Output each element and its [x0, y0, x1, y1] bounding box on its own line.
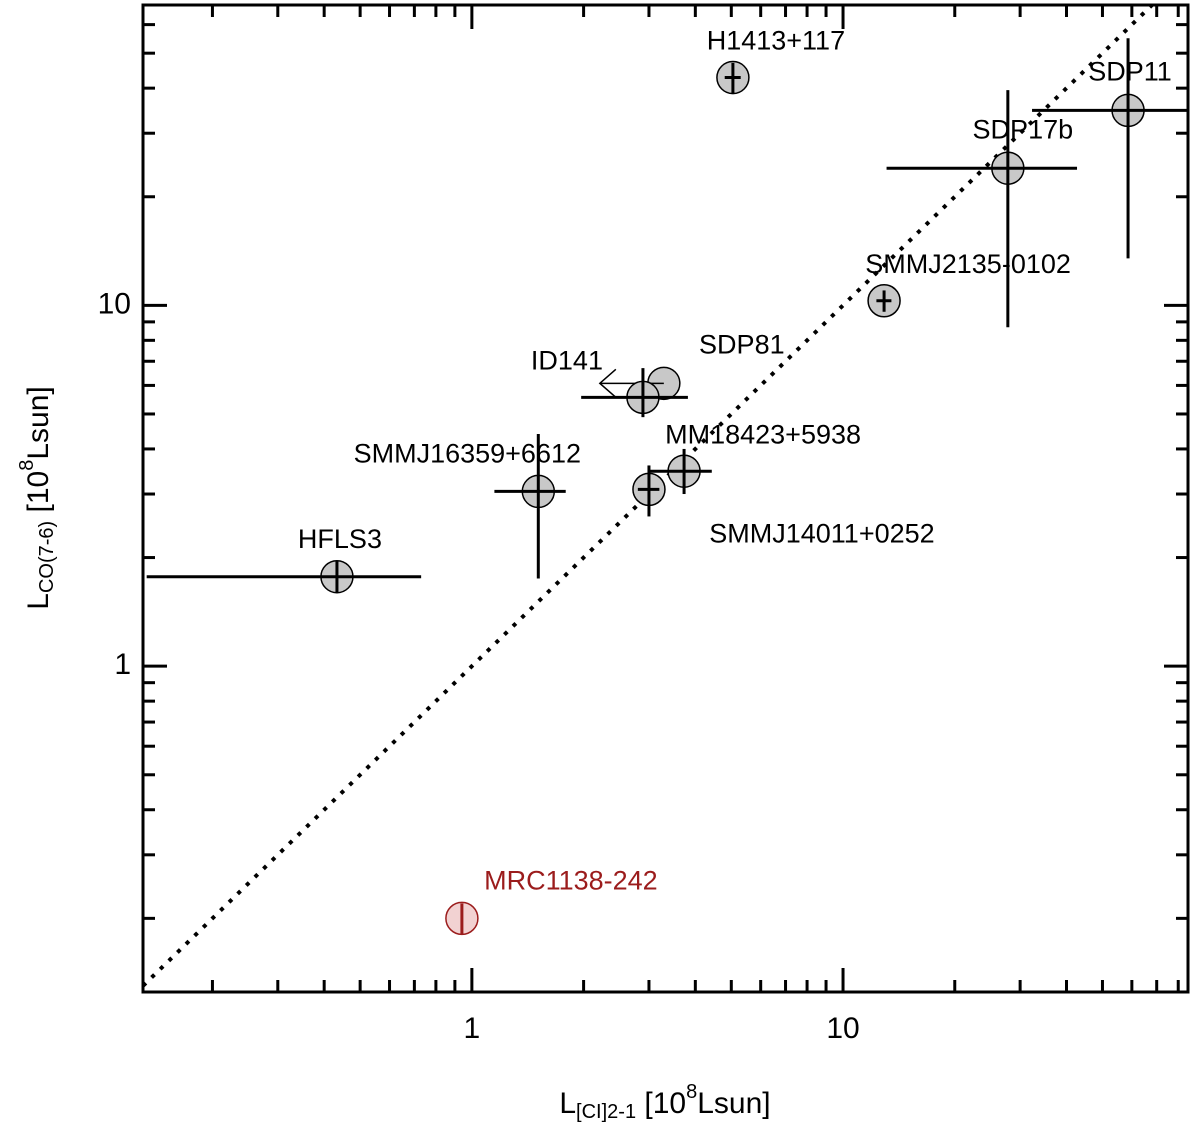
ylabel-label-part: 8 [16, 460, 38, 471]
point-label: ID141 [531, 345, 603, 375]
point-label: SDP11 [1088, 57, 1172, 87]
point-label: SDP81 [699, 329, 785, 359]
point-label: H1413+117 [707, 26, 845, 56]
point-label: SMMJ14011+0252 [709, 519, 934, 549]
y-tick-label: 1 [114, 648, 131, 681]
ylabel-label-part: L [22, 593, 55, 610]
xlabel-label-part: 8 [686, 1081, 697, 1103]
ylabel-label-part: Lsun] [22, 386, 55, 459]
point-label: MM18423+5938 [665, 419, 861, 449]
x-tick-label: 10 [826, 1012, 859, 1045]
upper-limit-arrow [598, 368, 664, 398]
plot-frame [141, 3, 1190, 994]
y-tick-label: 10 [98, 287, 131, 320]
point-label: SDP17b [973, 114, 1074, 144]
xlabel-label: L[CI]2-1 [108Lsun] [559, 1081, 770, 1123]
point-label: SMMJ16359+6612 [354, 439, 581, 469]
x-tick-label: 1 [464, 1012, 481, 1045]
xlabel-label-part: L [559, 1087, 576, 1120]
xlabel-label-part: [10 [636, 1087, 686, 1120]
ylabel-label-part: CO(7-6) [36, 521, 58, 593]
xlabel-label-part: [CI]2-1 [576, 1101, 636, 1123]
point-label: HFLS3 [298, 524, 382, 554]
ylabel-label: LCO(7-6) [108Lsun] [16, 386, 58, 609]
point-label: SMMJ2135-0102 [865, 249, 1071, 279]
xlabel-label-part: Lsun] [697, 1087, 770, 1120]
ylabel-label-part: [10 [22, 471, 55, 521]
point-label: MRC1138-242 [484, 865, 658, 895]
